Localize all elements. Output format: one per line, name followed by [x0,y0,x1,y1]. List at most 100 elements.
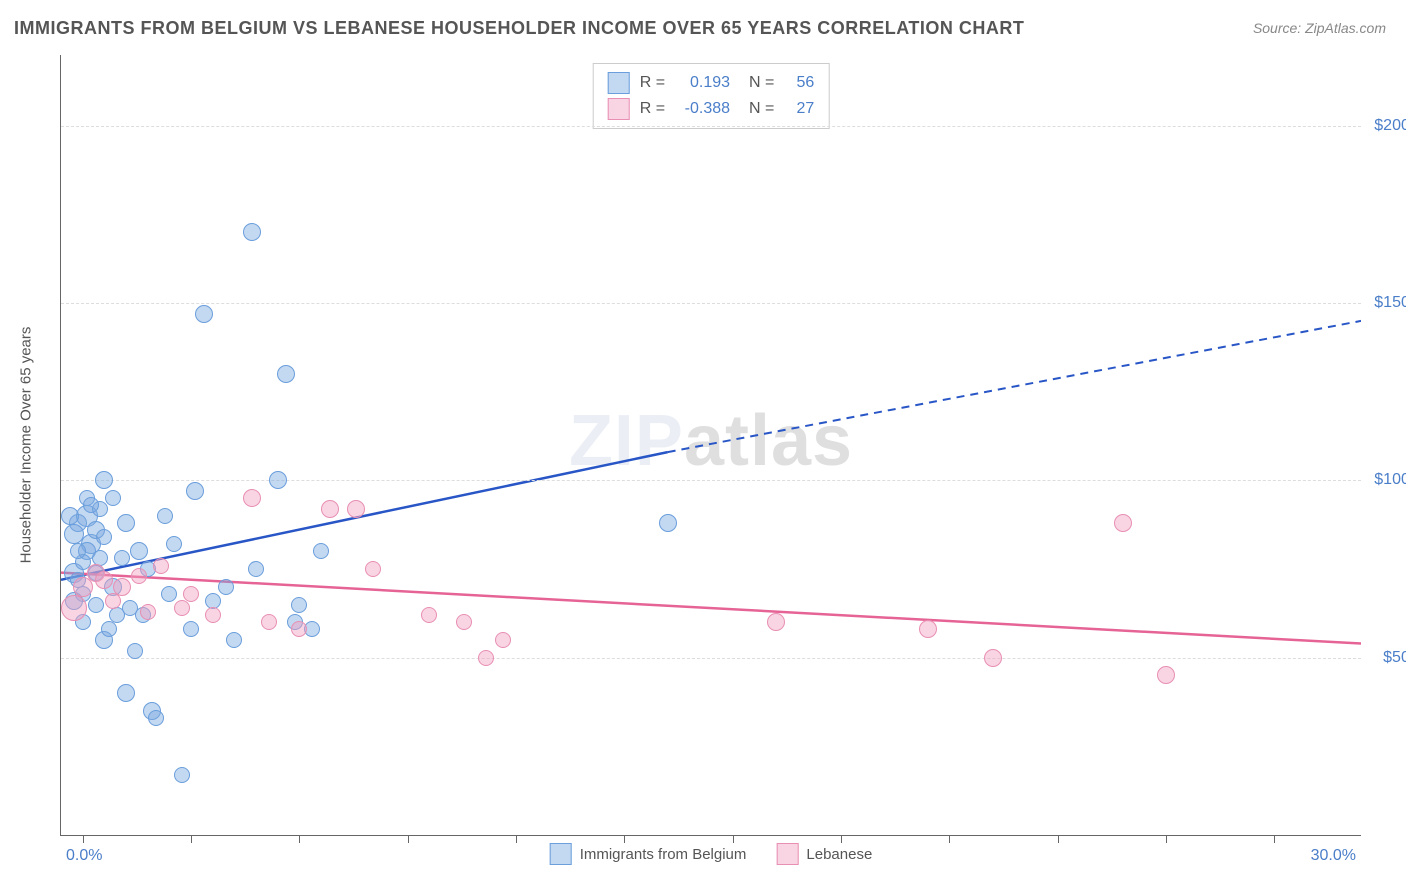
data-point [313,543,329,559]
x-tick [299,835,300,843]
data-point [131,568,147,584]
watermark-zip: ZIP [569,401,684,481]
data-point [767,613,785,631]
data-point [70,543,86,559]
n-label: N = [740,100,774,118]
x-tick [624,835,625,843]
y-axis-title: Householder Income Over 65 years [18,327,35,564]
r-value: -0.388 [675,100,730,118]
data-point [205,607,221,623]
data-point [95,571,113,589]
watermark: ZIPatlas [569,400,853,482]
legend-swatch [550,843,572,865]
gridline [61,126,1361,127]
x-axis-min-label: 0.0% [66,847,102,865]
y-tick-label: $50,000 [1371,649,1406,667]
data-point [140,604,156,620]
data-point [83,497,99,513]
data-point [117,514,135,532]
data-point [226,632,242,648]
data-point [984,649,1002,667]
data-point [105,490,121,506]
data-point [61,595,87,621]
r-label: R = [640,74,665,92]
legend-swatch [776,843,798,865]
data-point [218,579,234,595]
y-tick-label: $150,000 [1371,294,1406,312]
data-point [277,365,295,383]
chart-title: IMMIGRANTS FROM BELGIUM VS LEBANESE HOUS… [14,18,1024,39]
data-point [365,561,381,577]
x-tick [949,835,950,843]
correlation-row: R =0.193 N =56 [608,70,815,96]
data-point [166,536,182,552]
data-point [148,710,164,726]
data-point [347,500,365,518]
gridline [61,303,1361,304]
data-point [248,561,264,577]
source-attribution: Source: ZipAtlas.com [1253,20,1386,36]
data-point [127,643,143,659]
data-point [495,632,511,648]
correlation-row: R = -0.388 N = 27 [608,96,815,122]
data-point [130,542,148,560]
data-point [321,500,339,518]
data-point [919,620,937,638]
data-point [161,586,177,602]
r-label: R = [640,100,665,118]
series-name: Lebanese [806,846,872,863]
x-axis-max-label: 30.0% [1311,847,1356,865]
series-name: Immigrants from Belgium [580,846,747,863]
data-point [478,650,494,666]
legend-swatch [608,72,630,94]
data-point [456,614,472,630]
r-value: 0.193 [675,74,730,92]
data-point [183,621,199,637]
correlation-legend: R = 0.193 N = 56 R = -0.388 N = 27 [593,63,830,129]
data-point [153,558,169,574]
x-tick [1058,835,1059,843]
gridline [61,480,1361,481]
chart-container: IMMIGRANTS FROM BELGIUM VS LEBANESE HOUS… [0,0,1406,892]
x-tick [1166,835,1167,843]
y-tick-label: $100,000 [1371,471,1406,489]
data-point [183,586,199,602]
series-legend: Immigrants from Belgium Lebanese [550,843,873,865]
data-point [1114,514,1132,532]
x-tick [841,835,842,843]
gridline [61,658,1361,659]
n-value: 27 [784,100,814,118]
data-point [186,482,204,500]
data-point [1157,666,1175,684]
data-point [291,597,307,613]
data-point [174,600,190,616]
n-value: 56 [784,74,814,92]
data-point [659,514,677,532]
data-point [64,524,84,544]
x-tick [516,835,517,843]
data-point [243,223,261,241]
data-point [291,621,307,637]
x-tick [408,835,409,843]
data-point [117,684,135,702]
watermark-atlas: atlas [684,401,853,481]
x-tick [1274,835,1275,843]
data-point [61,507,79,525]
plot-area: ZIPatlas Householder Income Over 65 year… [60,55,1361,836]
data-point [114,550,130,566]
data-point [421,607,437,623]
x-tick [83,835,84,843]
series-legend-item: Immigrants from Belgium [550,843,747,865]
y-tick-label: $200,000 [1371,117,1406,135]
data-point [243,489,261,507]
data-point [105,593,121,609]
x-tick [191,835,192,843]
trend-lines [61,55,1361,835]
data-point [95,471,113,489]
data-point [88,597,104,613]
legend-swatch [608,98,630,120]
x-tick [733,835,734,843]
data-point [195,305,213,323]
series-legend-item: Lebanese [776,843,872,865]
data-point [261,614,277,630]
